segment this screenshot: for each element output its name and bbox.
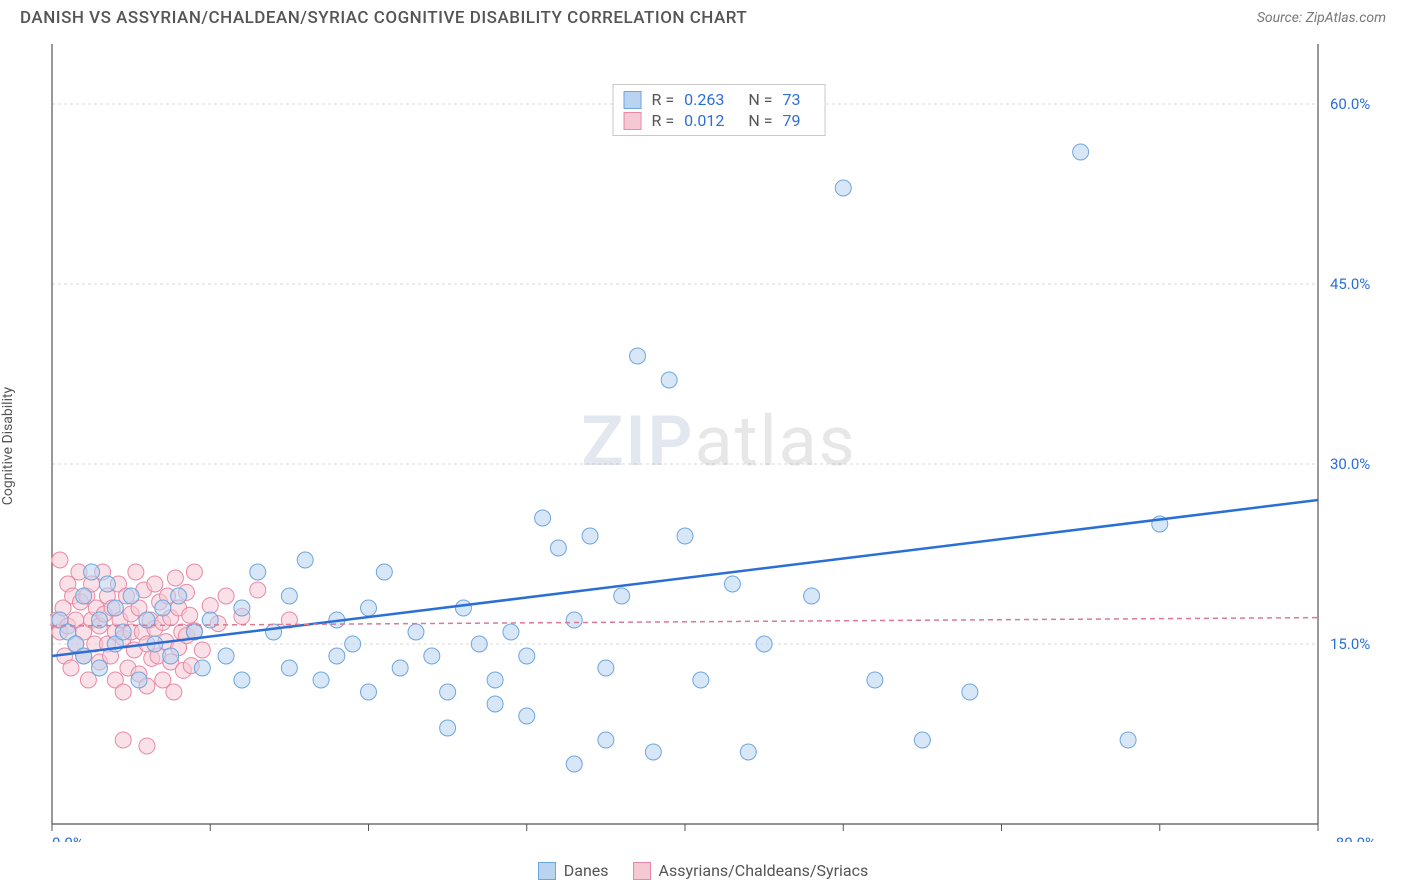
svg-text:80.0%: 80.0% <box>1336 834 1376 842</box>
chart-title: DANISH VS ASSYRIAN/CHALDEAN/SYRIAC COGNI… <box>20 8 747 28</box>
legend-item: Danes <box>538 861 609 880</box>
legend-item: Assyrians/Chaldeans/Syriacs <box>633 861 869 880</box>
n-value: 73 <box>782 90 800 109</box>
n-value: 79 <box>782 111 800 130</box>
plot-container: 15.0%30.0%45.0%60.0%0.0%80.0% ZIPatlas R… <box>50 42 1388 842</box>
r-value: 0.263 <box>684 90 724 109</box>
svg-text:30.0%: 30.0% <box>1330 455 1370 473</box>
r-value: 0.012 <box>684 111 724 130</box>
n-label: N = <box>748 111 772 130</box>
series-swatch <box>624 112 642 130</box>
svg-text:45.0%: 45.0% <box>1330 275 1370 293</box>
scatter-plot: 15.0% 30.0% 45.0% 60.0% 0.0% 80.0% <box>50 42 1388 842</box>
n-label: N = <box>748 90 772 109</box>
bottom-legend: Danes Assyrians/Chaldeans/Syriacs <box>0 861 1406 880</box>
stats-row: R = 0.012 N = 79 <box>624 110 815 131</box>
stats-row: R = 0.263 N = 73 <box>624 89 815 110</box>
source-label: Source: <box>1257 10 1306 26</box>
legend-label: Assyrians/Chaldeans/Syriacs <box>659 861 869 880</box>
r-label: R = <box>652 90 675 109</box>
chart-header: DANISH VS ASSYRIAN/CHALDEAN/SYRIAC COGNI… <box>0 0 1406 34</box>
svg-text:0.0%: 0.0% <box>52 834 84 842</box>
source-name: ZipAtlas.com <box>1306 10 1386 26</box>
svg-text:60.0%: 60.0% <box>1330 95 1370 113</box>
legend-label: Danes <box>564 861 609 880</box>
series-swatch <box>538 862 556 880</box>
series-swatch <box>624 91 642 109</box>
svg-text:15.0%: 15.0% <box>1330 635 1370 653</box>
stats-legend-box: R = 0.263 N = 73 R = 0.012 N = 79 <box>613 84 826 136</box>
r-label: R = <box>652 111 675 130</box>
y-axis-label: Cognitive Disability <box>0 387 16 505</box>
source-attribution: Source: ZipAtlas.com <box>1257 10 1386 26</box>
series-swatch <box>633 862 651 880</box>
